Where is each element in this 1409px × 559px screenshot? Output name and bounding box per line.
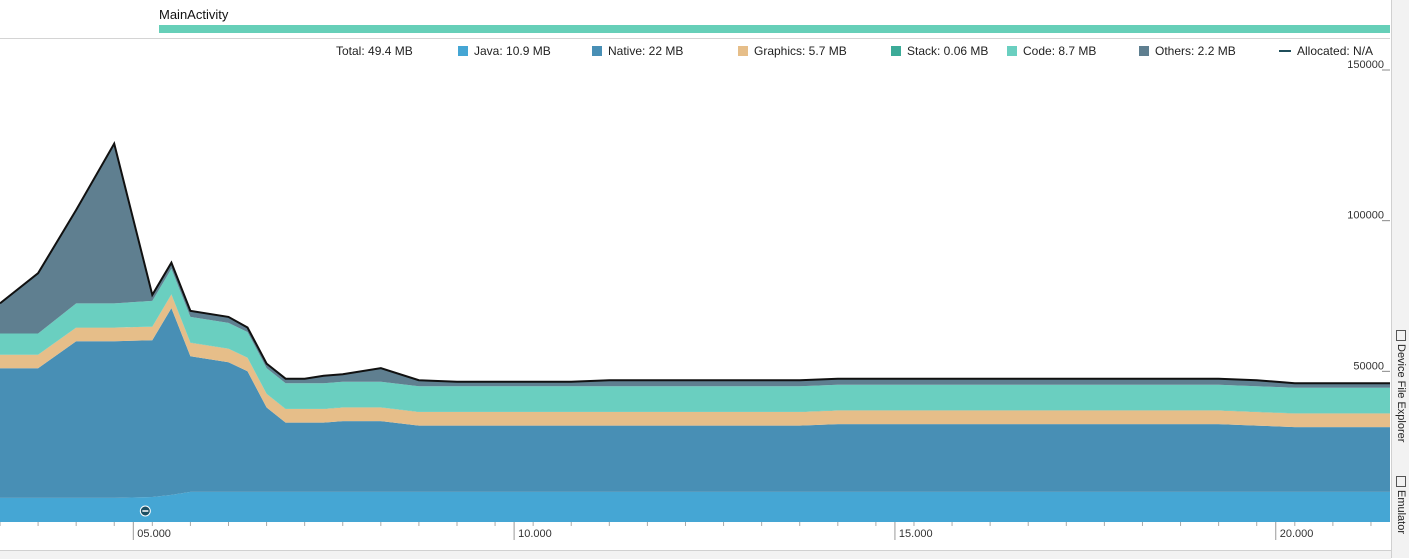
xtick-label: 15.000 — [899, 528, 933, 540]
legend-item-graphics: Graphics: 5.7 MB — [738, 44, 847, 58]
legend: Total: 49.4 MB Java: 10.9 MB Native: 22 … — [0, 44, 1390, 60]
area-series-java — [0, 491, 1390, 522]
legend-label-java: Java: 10.9 MB — [474, 44, 551, 58]
ytick-label: 100000 — [1347, 210, 1384, 222]
xtick-label: 20.000 — [1280, 528, 1314, 540]
side-tool-window-bar: Device File Explorer Emulator — [1391, 0, 1409, 558]
legend-total: Total: 49.4 MB — [336, 44, 413, 58]
legend-label-stack: Stack: 0.06 MB — [907, 44, 989, 58]
device-file-explorer-tab[interactable]: Device File Explorer — [1392, 330, 1409, 442]
legend-swatch-others — [1139, 46, 1149, 56]
legend-swatch-allocated — [1279, 50, 1291, 52]
legend-swatch-java — [458, 46, 468, 56]
area-series-native — [0, 308, 1390, 498]
top-divider — [0, 38, 1390, 39]
legend-item-native: Native: 22 MB — [592, 44, 683, 58]
device-file-explorer-label: Device File Explorer — [1395, 344, 1407, 443]
emulator-label: Emulator — [1395, 490, 1407, 535]
memory-chart[interactable]: 50000 100000 150000 05.000 10.000 15.000 20.00… — [0, 0, 1391, 550]
plot-area — [0, 140, 1390, 522]
device-file-explorer-icon — [1396, 330, 1406, 341]
legend-total-label: Total: 49.4 MB — [336, 44, 413, 58]
area-series-code — [0, 268, 1390, 414]
legend-swatch-graphics — [738, 46, 748, 56]
ytick-label: 50000 — [1353, 360, 1384, 372]
legend-item-code: Code: 8.7 MB — [1007, 44, 1096, 58]
legend-label-native: Native: 22 MB — [608, 44, 684, 58]
legend-swatch-code — [1007, 46, 1017, 56]
legend-item-stack: Stack: 0.06 MB — [891, 44, 988, 58]
xtick-label: 10.000 — [518, 528, 552, 540]
bottom-status-strip — [0, 550, 1391, 559]
legend-label-allocated: Allocated: N/A — [1297, 44, 1374, 58]
total-outline — [0, 140, 1390, 385]
legend-label-graphics: Graphics: 5.7 MB — [754, 44, 847, 58]
legend-label-code: Code: 8.7 MB — [1023, 44, 1097, 58]
emulator-icon — [1396, 476, 1406, 487]
legend-item-allocated: Allocated: N/A — [1279, 44, 1373, 58]
emulator-tab[interactable]: Emulator — [1392, 476, 1409, 534]
area-series-graphics — [0, 294, 1390, 428]
xtick-label: 05.000 — [137, 528, 171, 540]
legend-item-others: Others: 2.2 MB — [1139, 44, 1236, 58]
activity-label: MainActivity — [159, 7, 229, 22]
legend-swatch-native — [592, 46, 602, 56]
activity-bar[interactable] — [159, 25, 1390, 33]
legend-item-java: Java: 10.9 MB — [458, 44, 551, 58]
legend-swatch-stack — [891, 46, 901, 56]
ytick-label: 150000 — [1347, 59, 1384, 71]
legend-label-others: Others: 2.2 MB — [1155, 44, 1236, 58]
